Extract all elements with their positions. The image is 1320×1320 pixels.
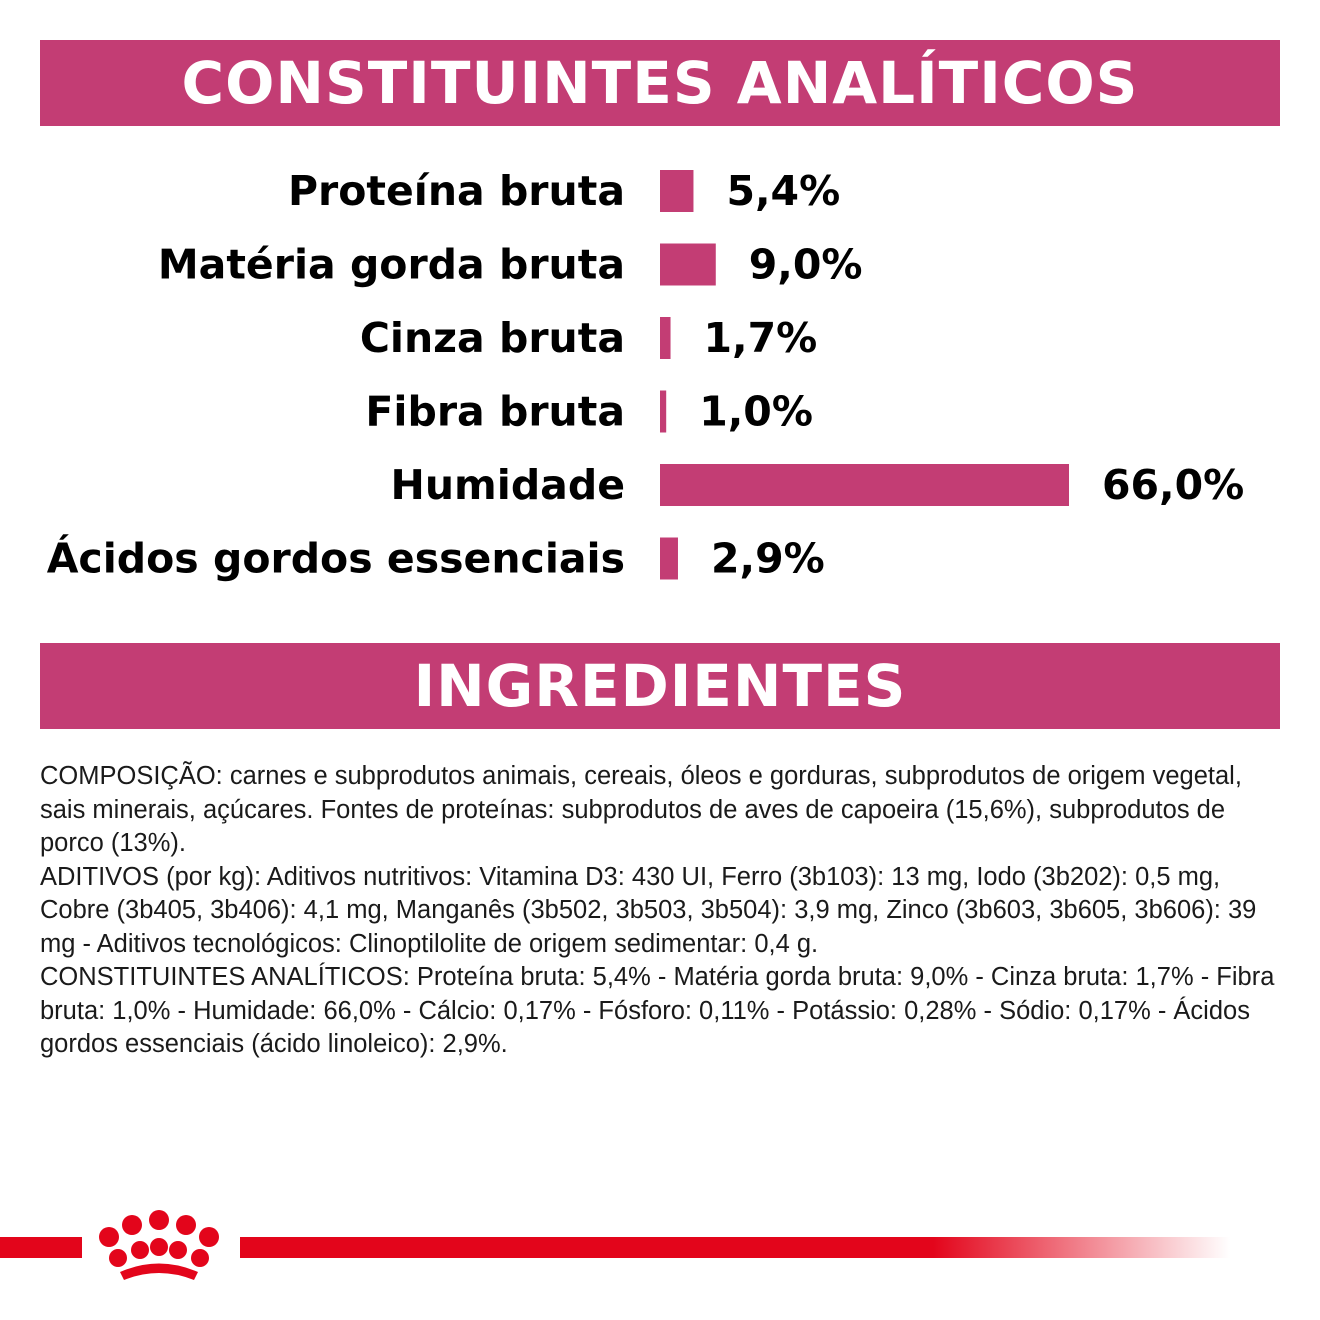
bar bbox=[660, 317, 671, 359]
category-label: Proteína bruta bbox=[288, 167, 625, 215]
nutrient-bar-chart: Proteína bruta 5,4% Matéria gorda bruta 9,0… bbox=[47, 167, 1245, 583]
additives-paragraph: ADITIVOS (por kg): Aditivos nutritivos: … bbox=[40, 862, 1257, 958]
brand-line-right bbox=[240, 1237, 1230, 1258]
analytical-constituents-paragraph: CONSTITUINTES ANALÍTICOS: Proteína bruta… bbox=[40, 963, 1275, 1058]
royal-canin-crown-icon bbox=[99, 1210, 219, 1280]
value-label: 1,0% bbox=[699, 388, 813, 436]
bar bbox=[660, 390, 667, 433]
bar bbox=[660, 537, 678, 580]
composition-text: COMPOSIÇÃO: carnes e subprodutos animais… bbox=[40, 760, 1280, 1062]
value-label: 9,0% bbox=[749, 241, 863, 289]
category-label: Humidade bbox=[391, 461, 625, 509]
category-label: Fibra bruta bbox=[365, 388, 625, 436]
analytics-header-text: CONSTITUINTES ANALÍTICOS bbox=[181, 49, 1139, 117]
bar bbox=[660, 464, 1069, 506]
analytics-header: CONSTITUINTES ANALÍTICOS bbox=[40, 40, 1280, 126]
value-label: 1,7% bbox=[704, 314, 818, 362]
brand-footer bbox=[0, 1210, 1230, 1280]
composition-paragraph: COMPOSIÇÃO: carnes e subprodutos animais… bbox=[40, 762, 1242, 857]
ingredients-header: INGREDIENTES bbox=[40, 643, 1280, 729]
category-label: Matéria gorda bruta bbox=[158, 241, 625, 289]
bar bbox=[660, 243, 716, 286]
value-label: 5,4% bbox=[726, 167, 840, 215]
value-label: 2,9% bbox=[711, 535, 825, 583]
brand-line-left bbox=[0, 1237, 82, 1258]
value-label: 66,0% bbox=[1102, 461, 1244, 509]
category-label: Ácidos gordos essenciais bbox=[47, 535, 625, 583]
bar bbox=[660, 170, 694, 212]
ingredients-header-text: INGREDIENTES bbox=[413, 652, 907, 720]
category-label: Cinza bruta bbox=[360, 314, 625, 362]
